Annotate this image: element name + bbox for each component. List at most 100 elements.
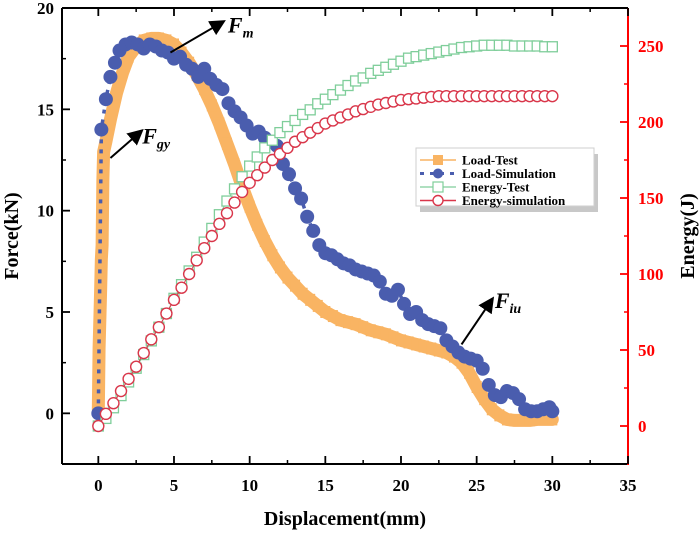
load-test-point (221, 137, 232, 150)
legend-square-marker (433, 155, 443, 165)
load-test-point (199, 83, 210, 96)
load-test-point (111, 87, 122, 100)
load-test-point (168, 38, 179, 51)
energy-test-point (274, 126, 286, 139)
load-test-point (547, 413, 558, 426)
load-test-point (441, 346, 452, 359)
y-tick-label: 15 (37, 100, 54, 119)
load-test-point (335, 314, 346, 327)
legend-box (415, 147, 595, 207)
load-test-point (380, 328, 391, 341)
load-test-point (517, 414, 528, 427)
energy-sim-point (145, 333, 158, 346)
series-load-test (91, 31, 559, 427)
load-test-point (290, 279, 301, 292)
annotation-symbol: F (141, 124, 157, 149)
load-sim-point (275, 157, 290, 172)
legend-open-circle-marker (432, 194, 444, 207)
load-sim-point (197, 61, 212, 76)
annotation-subscript: m (243, 26, 254, 41)
load-test-point (97, 174, 108, 187)
energy-test-point (281, 120, 294, 133)
load-sim-point (306, 223, 321, 238)
load-test-point (153, 32, 164, 45)
load-test-point (214, 117, 225, 130)
load-test-point (312, 299, 323, 312)
energy-sim-point (258, 161, 271, 174)
energy-sim-point (99, 407, 113, 421)
energy-sim-point (228, 196, 241, 209)
load-sim-point (372, 274, 387, 289)
load-test-point (327, 310, 338, 323)
x-tick-label: 35 (620, 476, 637, 495)
energy-sim-point (213, 217, 226, 231)
y-tick-label: 0 (46, 404, 55, 423)
annotation-f-m: Fm (169, 12, 254, 54)
legend-item-energy-test: Energy-Test (420, 180, 530, 195)
load-sim-point (282, 167, 297, 182)
load-test-point (350, 318, 361, 331)
legend-label: Energy-simulation (462, 193, 566, 208)
energy-test-point (236, 171, 248, 183)
y-tick-label: 10 (37, 202, 54, 221)
energy-sim-point (190, 254, 203, 267)
load-test-point (395, 334, 406, 347)
y-axis-title: Force(kN) (1, 192, 23, 279)
load-sim-point (481, 377, 496, 392)
x-tick-label: 25 (468, 476, 485, 495)
annotation-arrow (460, 296, 495, 345)
annotation-symbol: F (227, 12, 243, 37)
load-test-point (123, 50, 134, 63)
load-test-point (98, 145, 109, 158)
load-sim-point (512, 392, 527, 407)
load-test-point (117, 66, 128, 79)
energy-sim-point (152, 321, 166, 334)
y2-tick-label: 100 (638, 265, 664, 284)
legend-label: Energy-Test (462, 180, 530, 195)
energy-sim-point (122, 372, 135, 386)
load-sim-point (397, 296, 412, 311)
energy-sim-point (129, 360, 143, 373)
load-test-point (244, 200, 255, 213)
legend-label: Load-Test (462, 153, 519, 168)
legend-item-load-simulation: Load-Simulation (420, 166, 557, 181)
y-tick-label: 20 (37, 0, 54, 18)
energy-sim-point (160, 307, 173, 320)
load-test-point (343, 316, 354, 329)
load-sim-point (103, 69, 118, 84)
load-test-point (471, 380, 482, 393)
x-axis-title: Displacement(mm) (264, 508, 426, 530)
load-test-point (320, 306, 331, 318)
energy-sim-point (92, 419, 105, 433)
energy-test-point (259, 142, 271, 154)
load-test-point (373, 326, 384, 339)
load-test-point (94, 342, 105, 355)
load-sim-point (294, 191, 309, 206)
energy-sim-point (167, 293, 181, 307)
annotation-label: Fgy (141, 124, 171, 153)
load-test-point (252, 218, 263, 231)
legend-label: Load-Simulation (462, 166, 557, 181)
energy-sim-point (205, 229, 219, 243)
legend-item-energy-simulation: Energy-simulation (420, 193, 566, 208)
load-sim-point (433, 321, 448, 336)
energy-sim-point (137, 346, 150, 360)
load-sim-point (98, 92, 113, 107)
series-layer (91, 31, 560, 433)
energy-sim-point (107, 397, 120, 410)
legend: Load-TestLoad-SimulationEnergy-TestEnerg… (415, 147, 598, 212)
load-test-point (97, 239, 108, 252)
annotation-subscript: iu (510, 302, 522, 317)
y2-tick-label: 250 (638, 37, 664, 56)
load-test-point (494, 409, 505, 422)
annotation-label: Fiu (494, 288, 522, 317)
energy-sim-point (220, 206, 234, 220)
legend-item-load-test: Load-Test (420, 153, 519, 168)
load-test-point (388, 331, 399, 344)
energy-sim-point (243, 176, 256, 190)
load-test-point (161, 34, 172, 47)
load-test-point (229, 158, 240, 171)
load-test-point (532, 413, 543, 426)
